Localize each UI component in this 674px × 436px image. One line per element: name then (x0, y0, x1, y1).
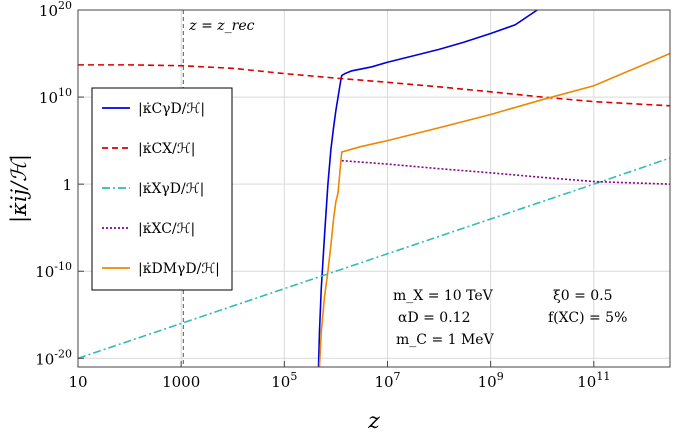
legend-label-2: |κ̇CX/ℋ| (138, 141, 195, 157)
annotation-1: m_X = 10 TeV (393, 288, 494, 304)
y-tick-label: 10-20 (35, 347, 72, 368)
legend-label-1: |κ̇CγD/ℋ| (138, 101, 205, 117)
legend-label-4: |κ̇XC/ℋ| (138, 221, 195, 237)
series-layer (78, 10, 670, 367)
x-axis-title: z (367, 409, 380, 434)
x-tick-layer: 10 1000 105 107 109 1011 (68, 361, 610, 391)
annotation-2: ξ0 = 0.5 (553, 288, 613, 304)
legend-label-3: |κ̇XγD/ℋ| (138, 181, 204, 197)
y-tick-label: 1010 (39, 86, 72, 107)
x-tick-label: 109 (478, 370, 504, 391)
x-tick-label: 105 (271, 370, 297, 391)
y-tick-label: 1020 (39, 0, 72, 20)
annotation-5: m_C = 1 MeV (396, 332, 495, 348)
plot-frame (77, 9, 671, 368)
z-rec-label: z = z_rec (188, 18, 254, 34)
annotation-3: αD = 0.12 (398, 310, 470, 326)
legend: |κ̇CγD/ℋ| |κ̇CX/ℋ| |κ̇XγD/ℋ| |κ̇XC/ℋ| |κ̇DMγ… (91, 87, 233, 291)
series-line-5 (318, 52, 670, 367)
x-tick-label: 1011 (577, 370, 610, 391)
annotation-layer: m_X = 10 TeV ξ0 = 0.5 αD = 0.12 f(XC) = 5% m… (393, 288, 627, 348)
series-line-3 (78, 157, 670, 360)
legend-label-5: |κ̇DMγD/ℋ| (138, 261, 220, 277)
y-axis-title: |κ̇ij/ℋ| (7, 154, 32, 223)
x-tick-label: 10 (68, 373, 87, 391)
legend-box (91, 87, 233, 291)
y-tick-label: 10-10 (35, 260, 72, 281)
series-line-4 (341, 159, 670, 185)
x-tick-label: 1000 (162, 373, 200, 391)
x-tick-label: 107 (374, 370, 400, 391)
y-tick-label: 1 (62, 176, 72, 194)
axis-title-layer: z |κ̇ij/ℋ| (7, 154, 380, 434)
annotation-4: f(XC) = 5% (548, 310, 627, 326)
y-tick-layer: 1020 1010 1 10-10 10-20 (35, 0, 84, 368)
series-line-1 (317, 10, 538, 367)
